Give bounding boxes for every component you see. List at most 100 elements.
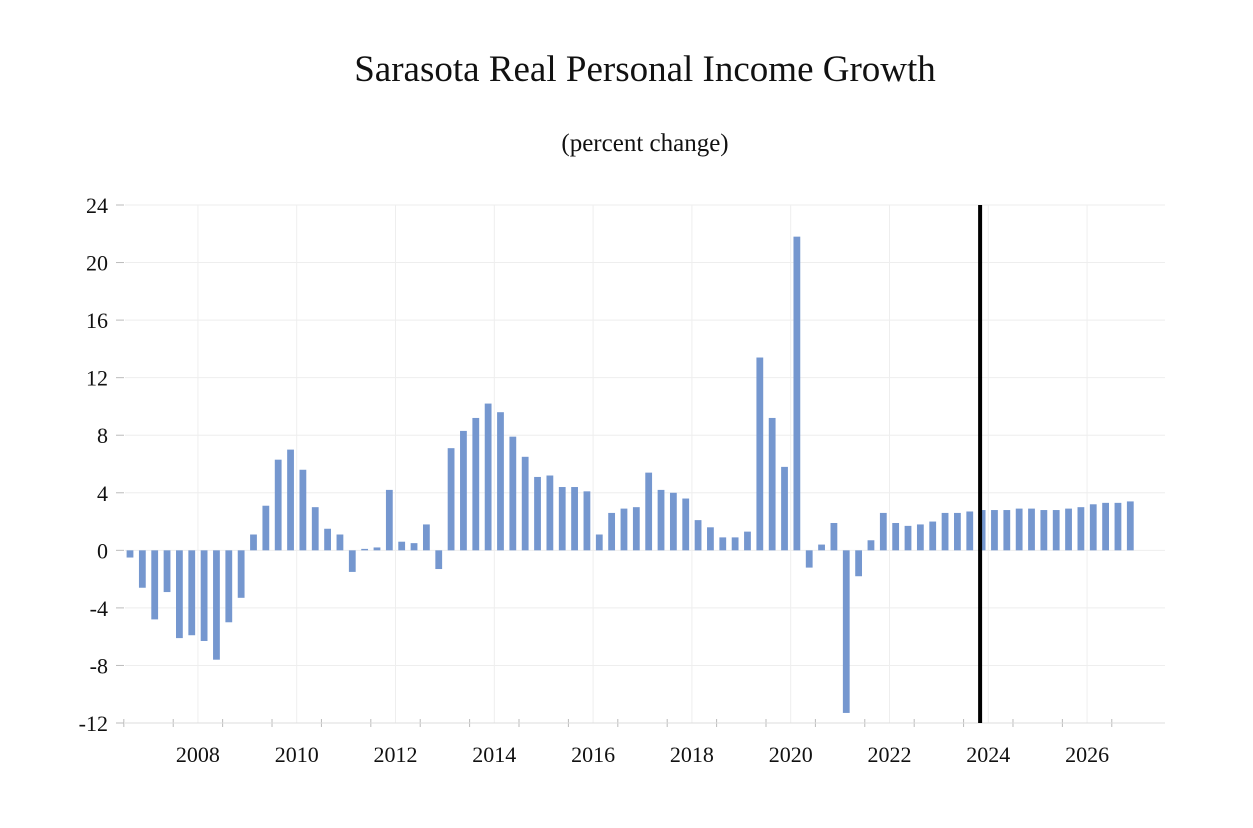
- bar: [707, 527, 714, 551]
- bar: [336, 534, 344, 551]
- bar: [1003, 510, 1011, 551]
- bar: [1065, 508, 1072, 551]
- bar: [373, 547, 381, 551]
- bar: [472, 417, 480, 551]
- bar: [1126, 501, 1134, 551]
- bar: [558, 487, 566, 551]
- bar: [966, 511, 974, 551]
- bar: [361, 548, 369, 551]
- bar: [311, 507, 319, 551]
- bar: [916, 524, 924, 551]
- bar: [781, 466, 788, 551]
- bar: [583, 491, 591, 551]
- bar: [941, 512, 949, 551]
- bar: [818, 544, 825, 551]
- bar: [892, 522, 900, 551]
- bar: [213, 550, 220, 660]
- bar: [138, 550, 146, 588]
- bar: [385, 489, 393, 551]
- bar: [694, 520, 702, 551]
- chart-title: Sarasota Real Personal Income Growth: [354, 49, 936, 90]
- y-tick-label: -12: [79, 711, 108, 736]
- y-tick-label: 20: [86, 251, 108, 276]
- bar: [682, 498, 690, 551]
- x-tick-label: 2016: [571, 742, 615, 767]
- bar: [534, 476, 541, 551]
- bar: [398, 541, 406, 551]
- y-tick-labels: 24 20 16 12 8 4 0 -4 -8 -12: [79, 193, 108, 736]
- bar: [793, 236, 801, 551]
- bar: [497, 412, 504, 551]
- bar: [262, 505, 270, 551]
- bar: [348, 550, 356, 572]
- x-tick-label: 2026: [1065, 742, 1109, 767]
- bar: [632, 507, 640, 551]
- bar: [756, 357, 764, 551]
- y-tick-label: -8: [90, 653, 108, 678]
- y-tick-label: -4: [90, 596, 108, 621]
- bar: [410, 543, 418, 551]
- bar: [867, 540, 875, 551]
- bar: [669, 492, 677, 551]
- x-tick-label: 2014: [472, 742, 516, 767]
- bar: [608, 512, 616, 551]
- bar: [1040, 510, 1048, 551]
- x-tick-label: 2020: [769, 742, 813, 767]
- bar: [1102, 502, 1109, 551]
- bar: [571, 487, 578, 551]
- bar: [151, 550, 159, 620]
- bar: [855, 550, 863, 577]
- bar: [879, 512, 887, 551]
- bar: [904, 525, 912, 551]
- bar: [188, 550, 196, 636]
- bar: [250, 534, 257, 551]
- bar: [1015, 508, 1023, 551]
- bar: [484, 403, 492, 551]
- bar: [287, 449, 294, 551]
- x-tick-label: 2024: [966, 742, 1010, 767]
- bar: [657, 489, 665, 551]
- bar: [1089, 504, 1097, 551]
- bar: [237, 550, 245, 598]
- bar: [929, 521, 937, 551]
- axes: [116, 204, 1165, 727]
- bar: [447, 448, 455, 551]
- bar: [731, 537, 739, 551]
- bar: [126, 550, 134, 558]
- bar: [324, 528, 331, 551]
- bars: [126, 236, 1134, 713]
- bar: [830, 522, 838, 551]
- bar: [768, 417, 776, 551]
- y-tick-label: 0: [97, 538, 108, 563]
- x-tick-label: 2012: [374, 742, 418, 767]
- bar: [1114, 502, 1122, 551]
- x-tick-label: 2008: [176, 742, 220, 767]
- bar: [1052, 510, 1060, 551]
- bar: [954, 512, 961, 551]
- bar: [620, 508, 628, 551]
- y-tick-label: 4: [97, 481, 108, 506]
- bar: [163, 550, 171, 593]
- bar: [422, 524, 430, 551]
- x-tick-labels: 2008 2010 2012 2014 2016 2018 2020 2022 2024 2026: [176, 742, 1109, 767]
- x-tick-label: 2010: [275, 742, 319, 767]
- bar: [200, 550, 208, 641]
- bar: [546, 475, 554, 551]
- bar: [1028, 508, 1035, 551]
- y-tick-label: 24: [86, 193, 108, 218]
- bar: [645, 472, 653, 551]
- x-tick-label: 2018: [670, 742, 714, 767]
- bar: [435, 550, 443, 570]
- chart-subtitle: (percent change): [561, 130, 729, 157]
- bar: [991, 510, 998, 551]
- bar: [719, 537, 727, 551]
- bar: [274, 459, 282, 551]
- bar: [176, 550, 183, 639]
- bar: [805, 550, 813, 568]
- bar: [225, 550, 233, 623]
- y-tick-label: 16: [86, 308, 108, 333]
- y-tick-label: 12: [86, 366, 108, 391]
- bar: [1077, 507, 1085, 551]
- bar: [509, 436, 517, 551]
